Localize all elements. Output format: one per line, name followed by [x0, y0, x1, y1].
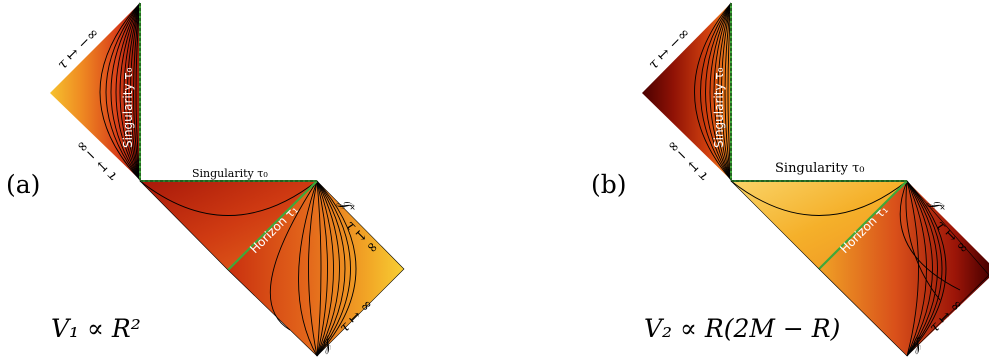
- contour-lines-exterior: [270, 180, 357, 357]
- potential-label: V₂ ∝ R(2M − R): [644, 314, 840, 343]
- horizon-line: [227, 180, 318, 271]
- contour-lines-upper-left: [99, 2, 141, 181]
- contour-lines-exterior: [899, 180, 961, 357]
- horizon-line: [818, 180, 908, 270]
- region-exterior: [819, 181, 989, 356]
- contour-lines-upper-left: [694, 2, 732, 181]
- contour-line-interior: [139, 180, 318, 216]
- singularity-horizontal-label: Singularity τ₀: [775, 161, 865, 176]
- region-outline: [730, 180, 989, 357]
- region-upper-left: [50, 3, 140, 180]
- singularity-vertical-label: Singularity τ₀: [121, 67, 135, 148]
- region-interior: [140, 181, 317, 270]
- contour-line-interior: [730, 180, 908, 216]
- region-interior: [731, 181, 907, 269]
- singularity-vertical-label: Singularity τ₀: [712, 67, 726, 148]
- region-outline: [139, 180, 405, 357]
- singularity-horizontal-label: Singularity τ₀: [192, 167, 268, 180]
- potential-label: V₁ ∝ R²: [51, 314, 141, 343]
- panel-tag: (b): [591, 170, 627, 199]
- panel-tag: (a): [6, 170, 40, 199]
- panel-a: (a): [6, 2, 405, 357]
- panel-b: (b): [591, 2, 989, 357]
